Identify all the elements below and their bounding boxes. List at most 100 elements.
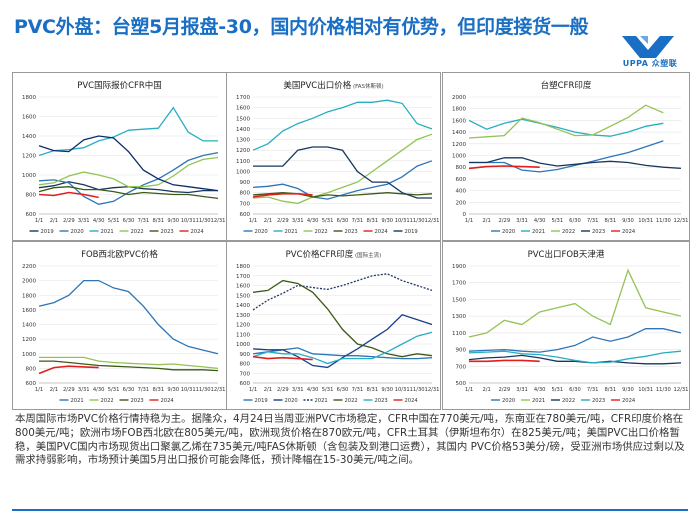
x-tick-label: 2/1 bbox=[50, 387, 58, 393]
y-tick-label: 1800 bbox=[22, 95, 36, 101]
series-line-2020 bbox=[252, 160, 433, 200]
chart-title: 台塑CFR印度 bbox=[541, 80, 592, 91]
x-tick-label: 9/30 bbox=[622, 387, 634, 393]
y-tick-label: 1600 bbox=[22, 115, 36, 121]
legend-label-2022: 2022 bbox=[345, 398, 358, 404]
x-tick-label: 1/1 bbox=[249, 387, 257, 393]
y-tick-label: 1200 bbox=[236, 148, 250, 154]
series-line-2024 bbox=[38, 191, 99, 199]
y-tick-label: 1000 bbox=[22, 352, 36, 358]
x-tick-label: 8/31 bbox=[605, 387, 617, 393]
y-tick-label: 1600 bbox=[236, 106, 250, 112]
x-tick-label: 9/30 bbox=[167, 387, 179, 393]
x-tick-label: 3/31 bbox=[516, 218, 528, 224]
y-tick-label: 1300 bbox=[236, 138, 250, 144]
x-tick-label: 3/31 bbox=[292, 218, 304, 224]
x-tick-label: 10/31 bbox=[181, 218, 196, 224]
legend-label-2021: 2021 bbox=[532, 229, 545, 235]
x-tick-label: 2/29 bbox=[63, 387, 75, 393]
chart-svg: PVC价格CFR印度 (国际主流) 600 700 800 900 1000 1100 120… bbox=[236, 249, 440, 404]
legend-label-2020: 2020 bbox=[285, 398, 298, 404]
x-tick-label: 7/31 bbox=[587, 218, 599, 224]
series-line-2023 bbox=[39, 360, 219, 372]
x-tick-label: 1/1 bbox=[35, 218, 43, 224]
y-tick-label: 1700 bbox=[236, 95, 250, 101]
y-tick-label: 1200 bbox=[22, 337, 36, 343]
x-tick-label: 4/30 bbox=[534, 218, 546, 224]
chart-panel-formosa-cfr-india: 台塑CFR印度 0 200 400 600 800 1000 1200 1400 1600 1800… bbox=[442, 72, 690, 241]
x-tick-label: 6/30 bbox=[337, 218, 349, 224]
series-line-2023 bbox=[252, 331, 433, 365]
y-tick-label: 1500 bbox=[236, 293, 250, 299]
x-tick-label: 11/30 bbox=[196, 218, 211, 224]
chart-panel-cfr-china: PVC国际报价CFR中国 600 800 1000 1200 1400 1600 1800 1/… bbox=[12, 72, 227, 241]
y-tick-label: 1700 bbox=[236, 274, 250, 280]
legend-label-2020: 2020 bbox=[502, 398, 515, 404]
x-tick-label: 8/31 bbox=[153, 387, 165, 393]
y-tick-label: 1600 bbox=[452, 118, 466, 124]
x-tick-label: 10/31 bbox=[395, 387, 410, 393]
x-tick-label: 3/31 bbox=[78, 387, 90, 393]
logo: UPPA 众塑联 bbox=[610, 36, 688, 72]
y-tick-label: 1400 bbox=[22, 134, 36, 140]
x-tick-label: 12/31 bbox=[425, 218, 440, 224]
x-tick-label: 3/31 bbox=[292, 387, 304, 393]
x-tick-label: 12/31 bbox=[425, 387, 440, 393]
legend-label-2022: 2022 bbox=[131, 229, 144, 235]
y-tick-label: 700 bbox=[456, 364, 467, 370]
legend-label-2024: 2024 bbox=[191, 229, 205, 235]
legend-label-2022: 2022 bbox=[562, 398, 575, 404]
series-line-2024 bbox=[252, 355, 313, 361]
y-tick-label: 600 bbox=[26, 212, 37, 218]
x-tick-label: 11/30 bbox=[656, 218, 671, 224]
y-tick-label: 1700 bbox=[452, 281, 466, 287]
series-line-2023 bbox=[38, 186, 219, 200]
legend-label-2020: 2020 bbox=[502, 229, 515, 235]
y-tick-label: 800 bbox=[456, 165, 467, 171]
x-tick-label: 5/31 bbox=[108, 387, 120, 393]
series-line-2022 bbox=[252, 279, 433, 358]
x-tick-label: 4/30 bbox=[93, 218, 105, 224]
x-tick-label: 9/30 bbox=[167, 218, 179, 224]
chart-title: PVC出口FOB天津港 bbox=[528, 249, 605, 260]
y-tick-label: 1000 bbox=[452, 154, 466, 160]
y-tick-label: 1900 bbox=[452, 264, 466, 270]
chart-title: 美国PVC出口价格 (FAS休斯顿) bbox=[283, 80, 383, 91]
y-tick-label: 1200 bbox=[22, 154, 36, 160]
commentary-text: 本周国际市场PVC价格行情持稳为主。据隆众，4月24日当周亚洲PVC市场稳定，C… bbox=[15, 413, 687, 468]
y-tick-label: 1800 bbox=[22, 293, 36, 299]
x-tick-label: 1/1 bbox=[465, 387, 473, 393]
x-tick-label: 2/1 bbox=[264, 387, 272, 393]
y-tick-label: 800 bbox=[240, 191, 251, 197]
y-tick-label: 1300 bbox=[452, 314, 466, 320]
series-line-2022 bbox=[468, 104, 664, 139]
x-tick-label: 4/30 bbox=[307, 218, 319, 224]
legend-label-2021: 2021 bbox=[532, 398, 545, 404]
x-tick-label: 10/31 bbox=[638, 218, 653, 224]
chart-title: PVC价格CFR印度 (国际主流) bbox=[286, 249, 382, 260]
chart-svg: 台塑CFR印度 0 200 400 600 800 1000 1200 1400 1600 1800… bbox=[452, 80, 688, 235]
series-line-2021 bbox=[252, 273, 433, 311]
x-tick-label: 2/29 bbox=[277, 387, 289, 393]
series-line-2020 bbox=[252, 314, 433, 369]
x-tick-label: 9/30 bbox=[622, 218, 634, 224]
x-tick-label: 8/31 bbox=[605, 218, 617, 224]
legend-label-2024: 2024 bbox=[405, 398, 419, 404]
y-tick-label: 1600 bbox=[236, 284, 250, 290]
series-line-2019 bbox=[253, 146, 432, 199]
x-tick-label: 12/31 bbox=[674, 387, 689, 393]
x-tick-label: 3/31 bbox=[516, 387, 528, 393]
x-tick-label: 7/31 bbox=[352, 387, 364, 393]
series-line-2023 bbox=[252, 192, 433, 198]
y-tick-label: 2000 bbox=[452, 95, 466, 101]
series-line-2021 bbox=[468, 268, 682, 338]
x-tick-label: 4/30 bbox=[307, 387, 319, 393]
x-tick-label: 2/29 bbox=[499, 218, 511, 224]
x-tick-label: 2/29 bbox=[499, 387, 511, 393]
chart-panel-cfr-india: PVC价格CFR印度 (国际主流) 600 700 800 900 1000 1100 120… bbox=[226, 241, 441, 410]
chart-svg: PVC出口FOB天津港 500 700 900 1100 1300 1500 1700 1900… bbox=[452, 249, 689, 404]
legend-label-2023: 2023 bbox=[592, 398, 605, 404]
series-line-2021 bbox=[38, 106, 218, 157]
y-tick-label: 1800 bbox=[236, 264, 250, 270]
x-tick-label: 6/30 bbox=[337, 387, 349, 393]
